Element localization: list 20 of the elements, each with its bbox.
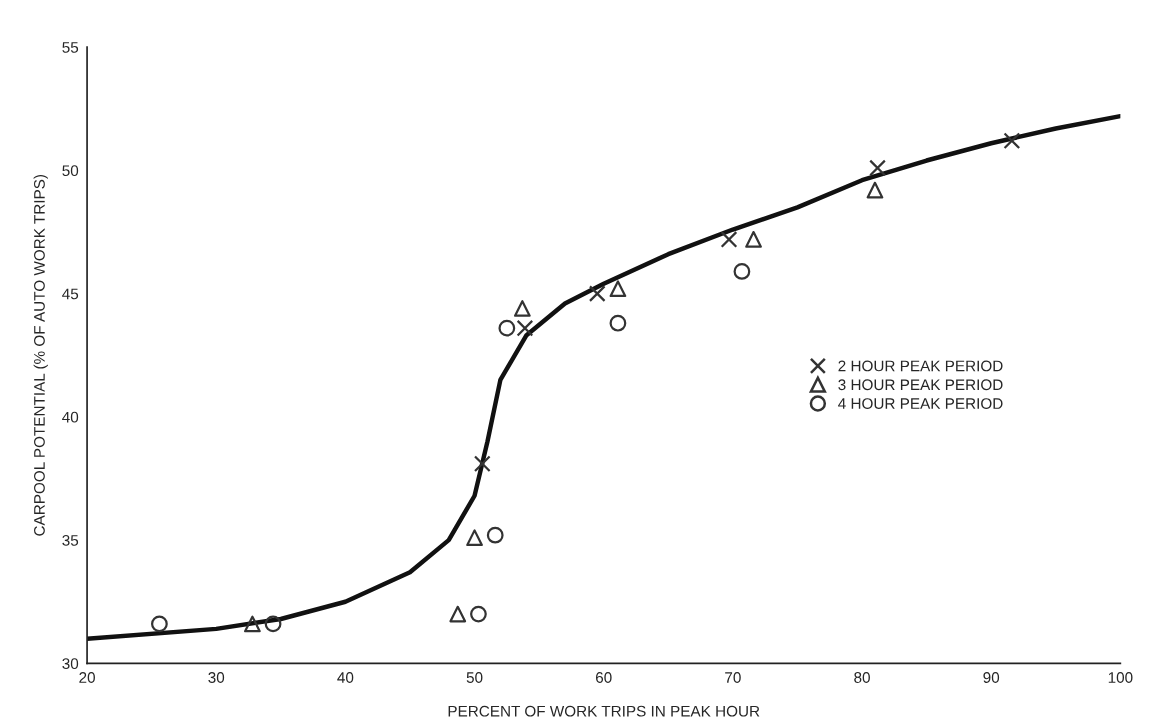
y-tick-label: 55 (62, 42, 79, 53)
x-tick-label: 90 (983, 672, 1000, 683)
y-tick-label: 45 (62, 288, 79, 300)
x-tick-label: 60 (596, 672, 612, 683)
legend-label: 4 HOUR PEAK PERIOD (838, 398, 1003, 409)
y-axis-title: CARPOOL POTENTIAL (% OF AUTO WORK TRIPS) (33, 174, 48, 536)
x-tick-label: 40 (337, 672, 354, 683)
x-axis-title: PERCENT OF WORK TRIPS IN PEAK HOUR (448, 705, 760, 717)
y-tick-label: 40 (62, 411, 79, 423)
x-tick-label: 30 (208, 672, 225, 683)
x-tick-label: 70 (725, 672, 741, 683)
legend-label: 3 HOUR PEAK PERIOD (838, 379, 1003, 391)
y-tick-label: 35 (62, 534, 79, 546)
y-tick-label: 30 (62, 658, 79, 670)
x-tick-label: 20 (79, 672, 95, 683)
legend-label: 2 HOUR PEAK PERIOD (838, 360, 1003, 372)
x-tick-label: 100 (1108, 672, 1133, 683)
y-tick-label: 50 (62, 165, 79, 177)
x-tick-label: 80 (854, 672, 870, 683)
x-tick-label: 50 (466, 672, 483, 683)
